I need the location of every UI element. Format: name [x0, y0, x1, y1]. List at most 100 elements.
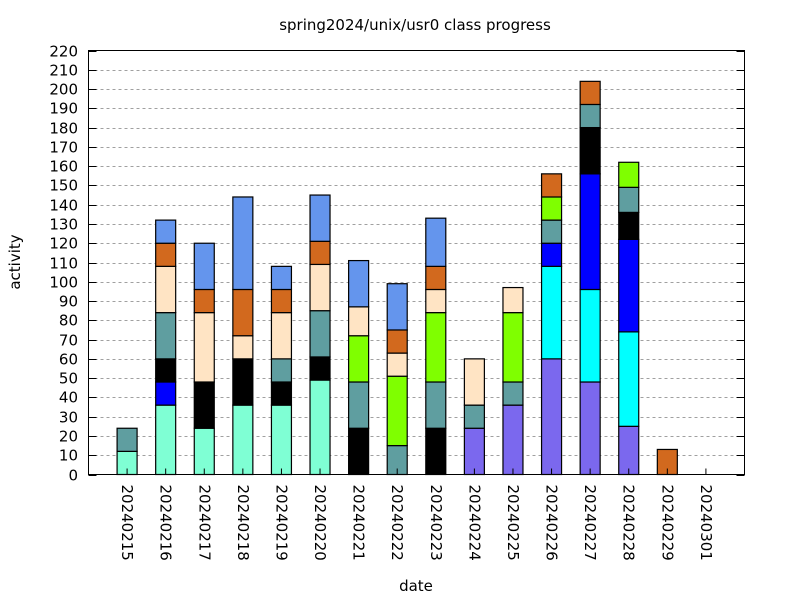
bar-segment-20240221-s8: [348, 306, 370, 337]
bar-segment-20240218-s9: [232, 288, 254, 337]
x-tick-label: 20240229: [658, 485, 676, 561]
bar-segment-20240216-s8: [155, 265, 177, 314]
y-tick-label: 110: [49, 255, 78, 273]
x-tick-label: 20240228: [620, 485, 638, 561]
bar-segment-20240219-s8: [270, 312, 293, 360]
y-tick-label: 10: [59, 447, 78, 465]
x-tick-label: 20240301: [697, 485, 715, 561]
bar-segment-20240220-s5: [309, 356, 331, 381]
bar-segment-20240228-s6: [618, 186, 640, 213]
bar-segment-20240220-s8: [309, 263, 331, 312]
y-tick-label: 0: [68, 467, 78, 485]
x-tick-label: 20240215: [118, 485, 136, 561]
bar-segment-20240218-s3: [232, 404, 254, 476]
bar-segment-20240221-s5: [348, 427, 370, 476]
bar-segment-20240223-s6: [425, 381, 447, 429]
y-tick-label: 190: [49, 100, 78, 118]
y-tick-label: 120: [49, 235, 78, 253]
bar-segment-20240221-s10: [348, 259, 370, 308]
bar-segment-20240216-s3: [155, 404, 177, 476]
bar-segment-20240226-s2: [540, 265, 563, 360]
bar-segment-20240225-s7: [502, 312, 524, 383]
bar-segment-20240221-s6: [348, 381, 370, 429]
y-tick-label: 20: [59, 428, 78, 446]
bars: [116, 80, 678, 476]
x-tick-label: 20240218: [234, 485, 252, 561]
y-tick-label: 200: [49, 81, 78, 99]
x-tick-label: 20240222: [388, 485, 406, 561]
bar-segment-20240218-s10: [232, 196, 254, 291]
bar-segment-20240219-s6: [270, 358, 293, 383]
bar-segment-20240215-s6: [116, 427, 138, 452]
bar-segment-20240222-s9: [386, 329, 408, 354]
bar-segment-20240222-s7: [386, 375, 408, 447]
bar-segment-20240216-s5: [155, 358, 177, 383]
y-tick-label: 80: [59, 312, 78, 330]
bar-segment-20240224-s1: [463, 427, 485, 476]
bar-segment-20240223-s7: [425, 312, 447, 383]
x-tick-label: 20240226: [543, 485, 561, 561]
bar-segment-20240220-s3: [309, 379, 331, 476]
y-tick-label: 210: [49, 62, 78, 80]
bar-segment-20240227-s5: [579, 126, 601, 175]
bar-segment-20240227-s2: [579, 288, 601, 383]
bar-segment-20240216-s6: [155, 312, 177, 360]
x-axis-label: date: [399, 577, 433, 595]
bar-segment-20240217-s10: [193, 242, 215, 291]
bar-segment-20240216-s9: [155, 242, 177, 267]
x-tick-label: 20240223: [427, 485, 445, 561]
bar-segment-20240220-s10: [309, 194, 331, 242]
bar-segment-20240220-s6: [309, 310, 331, 358]
x-tick-label: 20240219: [272, 485, 290, 561]
bar-segment-20240219-s10: [270, 265, 293, 291]
y-tick-label: 90: [59, 293, 78, 311]
y-tick-label: 50: [59, 370, 78, 388]
bar-segment-20240227-s4: [579, 173, 601, 291]
bar-segment-20240224-s8: [463, 358, 485, 406]
bar-segment-20240217-s8: [193, 312, 215, 383]
x-tick-label: 20240221: [350, 485, 368, 561]
bar-segment-20240226-s1: [540, 358, 563, 476]
bar-segment-20240222-s10: [386, 283, 408, 331]
plot-border: [88, 50, 745, 475]
x-tick-label: 20240227: [581, 485, 599, 561]
bar-segment-20240217-s3: [193, 427, 215, 476]
chart-title: spring2024/unix/usr0 class progress: [279, 16, 551, 34]
bar-segment-20240219-s5: [270, 381, 293, 406]
y-tick-label: 60: [59, 351, 78, 369]
y-tick-label: 40: [59, 389, 78, 407]
bar-segment-20240226-s9: [540, 173, 563, 198]
bar-segment-20240223-s5: [425, 427, 447, 476]
x-axis-ticks: 20240215 20240216 20240217 20240218 20240219…: [118, 468, 715, 561]
bar-segment-20240227-s1: [579, 381, 601, 476]
bar-segment-20240227-s6: [579, 103, 601, 129]
y-tick-label: 160: [49, 158, 78, 176]
bar-segment-20240225-s8: [502, 286, 524, 314]
bar-segment-20240228-s4: [618, 238, 640, 333]
bar-segment-20240226-s7: [540, 196, 563, 221]
x-tick-label: 20240225: [504, 485, 522, 561]
bar-segment-20240223-s8: [425, 288, 447, 314]
y-tick-label: 70: [59, 332, 78, 350]
bar-segment-20240216-s10: [155, 219, 177, 244]
bar-segment-20240216-s4: [155, 381, 177, 406]
bar-segment-20240219-s3: [270, 404, 293, 476]
y-tick-label: 100: [49, 274, 78, 292]
bar-segment-20240228-s5: [618, 211, 640, 240]
y-tick-label: 30: [59, 409, 78, 427]
x-tick-label: 20240220: [311, 485, 329, 561]
bar-segment-20240218-s5: [232, 358, 254, 406]
bar-segment-20240228-s1: [618, 425, 640, 476]
bar-segment-20240223-s9: [425, 265, 447, 291]
x-tick-label: 20240216: [157, 485, 175, 561]
y-tick-label: 220: [49, 43, 78, 61]
y-tick-label: 150: [49, 177, 78, 195]
grid-lines: [88, 70, 745, 456]
bar-segment-20240225-s6: [502, 381, 524, 406]
y-axis-label: activity: [6, 234, 24, 289]
bar-segment-20240225-s1: [502, 404, 524, 476]
bar-segment-20240217-s5: [193, 381, 215, 429]
y-tick-label: 130: [49, 216, 78, 234]
